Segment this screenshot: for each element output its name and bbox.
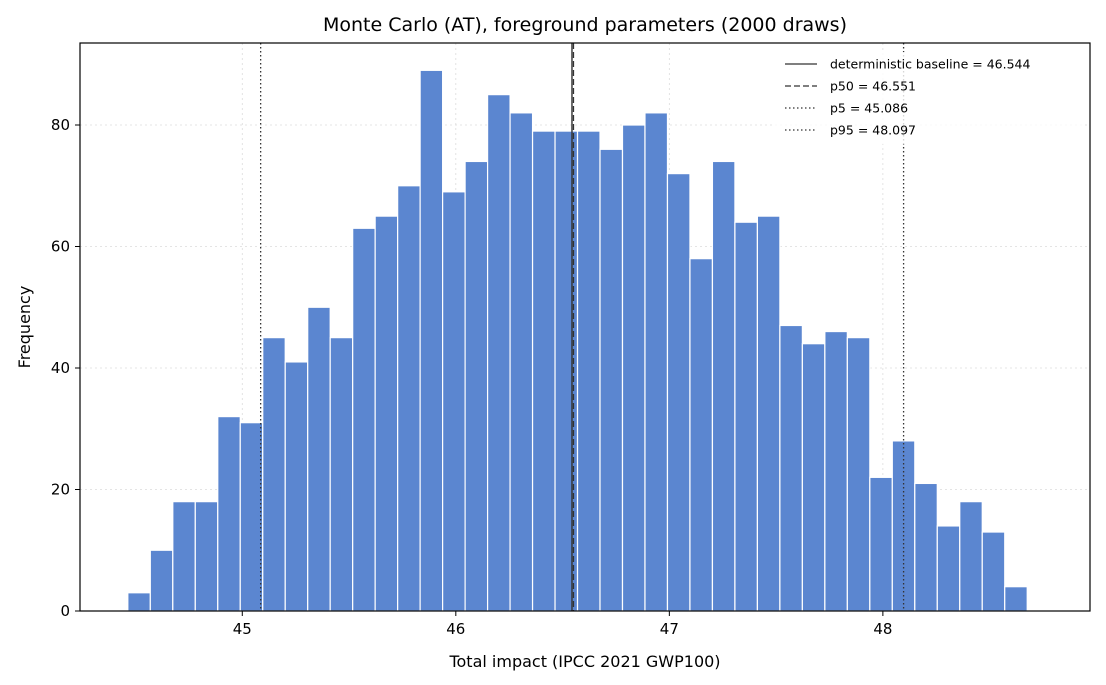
x-tick-label: 48 [873, 620, 892, 638]
histogram-bar [554, 130, 579, 612]
chart-title: Monte Carlo (AT), foreground parameters … [323, 14, 847, 36]
histogram-bar [374, 215, 399, 612]
legend-entry-label: deterministic baseline = 46.544 [830, 57, 1030, 72]
histogram-bar [486, 94, 511, 612]
histogram-bar [734, 221, 759, 612]
y-axis-ticks: 0 20 40 60 80 [51, 116, 80, 620]
histogram-bar [914, 482, 938, 612]
legend-entry-label: p50 = 46.551 [830, 79, 916, 94]
legend-box [775, 52, 1083, 144]
histogram-bar [531, 130, 556, 612]
histogram-bar [621, 124, 646, 612]
histogram-bar [576, 130, 601, 612]
histogram-bar [509, 112, 534, 612]
y-tick-label: 60 [51, 238, 70, 256]
histogram-bar [936, 525, 961, 612]
x-tick-label: 46 [446, 620, 465, 638]
histogram-bar [846, 337, 871, 612]
histogram-bar [172, 501, 196, 612]
histogram-bar [307, 306, 331, 612]
y-tick-label: 0 [60, 602, 70, 620]
legend: deterministic baseline = 46.544 p50 = 46.… [775, 52, 1083, 144]
y-tick-label: 80 [51, 116, 70, 134]
histogram-bar [869, 476, 893, 612]
histogram-bar [262, 337, 286, 612]
histogram-bar [689, 258, 714, 612]
histogram-bar [779, 324, 803, 612]
histogram-bar [599, 148, 624, 612]
histogram-bar [329, 337, 354, 612]
histogram-bar [959, 501, 983, 612]
x-tick-label: 47 [660, 620, 679, 638]
x-axis-label: Total impact (IPCC 2021 GWP100) [448, 652, 720, 671]
y-axis-label: Frequency [15, 286, 34, 369]
bars [127, 69, 1028, 612]
y-tick-label: 20 [51, 481, 70, 499]
histogram-bar [891, 440, 916, 612]
plot-frame [79, 42, 1091, 612]
x-tick-label: 45 [233, 620, 252, 638]
histogram-bar [239, 422, 264, 612]
histogram-bar [284, 361, 309, 612]
x-axis-ticks: 45 46 47 48 [233, 611, 892, 638]
histogram-bar [397, 185, 421, 612]
histogram-bar [217, 416, 241, 612]
histogram-bar [801, 343, 826, 612]
histogram-bar [756, 215, 781, 612]
legend-entry-label: p95 = 48.097 [830, 123, 916, 138]
histogram-bar [352, 227, 376, 612]
y-tick-label: 40 [51, 359, 70, 377]
histogram-bar [464, 160, 489, 612]
histogram-bar [442, 191, 466, 612]
histogram-bar [419, 69, 444, 612]
histogram-bar [194, 501, 219, 612]
reference-lines [259, 43, 905, 611]
histogram-bar [711, 160, 736, 612]
histogram-bar [824, 330, 848, 612]
histogram-bar [666, 173, 691, 612]
legend-entry-label: p5 = 45.086 [830, 101, 908, 116]
histogram-bar [149, 549, 174, 612]
histogram-bar [981, 531, 1006, 612]
histogram-bar [127, 592, 151, 612]
histogram-bar [644, 112, 669, 612]
histogram-bar [1004, 586, 1028, 612]
